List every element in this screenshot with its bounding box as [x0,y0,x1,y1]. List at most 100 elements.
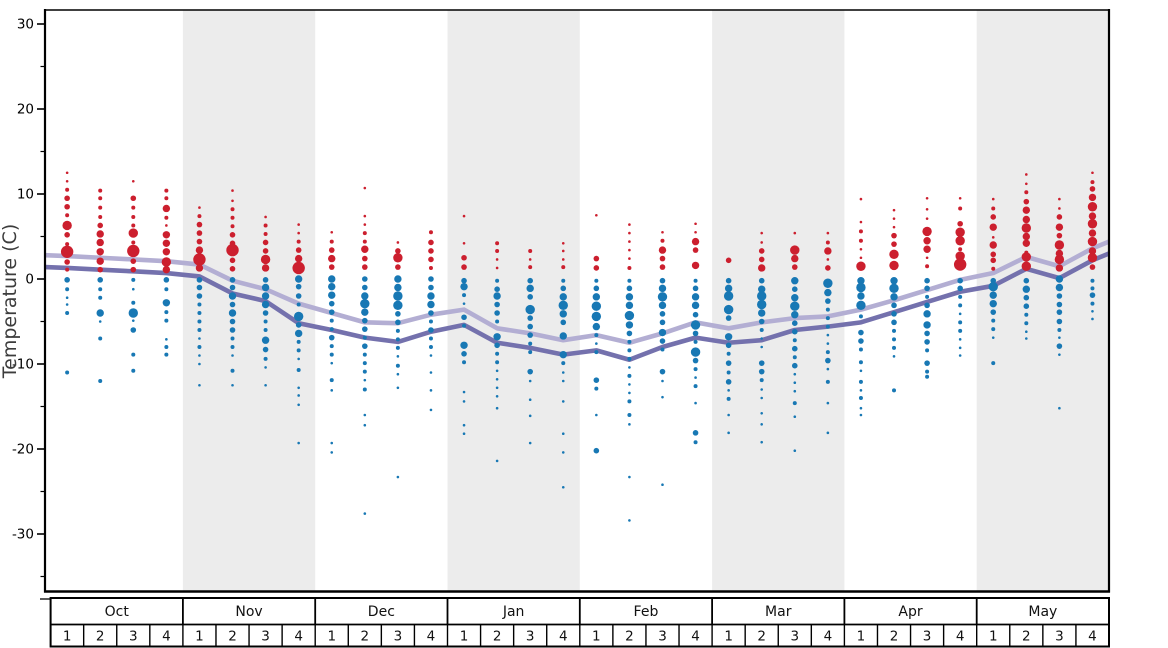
below-freezing-dot [727,431,730,435]
below-freezing-dot [659,277,666,284]
week-label: 3 [261,629,270,645]
below-freezing-dot [494,286,500,293]
month-label: Apr [898,604,922,620]
above-freezing-dot [953,258,967,271]
below-freezing-dot [164,352,169,357]
above-freezing-dot [130,258,137,264]
below-freezing-dot [793,372,797,376]
below-freezing-dot [988,281,998,292]
month-band [976,10,1109,592]
below-freezing-dot [759,328,764,332]
week-label: 4 [824,629,833,645]
below-freezing-dot [791,328,798,335]
above-freezing-dot [1022,206,1031,214]
above-freezing-dot [64,232,70,238]
below-freezing-dot [428,276,434,282]
y-axis-title: Temperature (C) [0,224,21,380]
below-freezing-dot [628,519,631,522]
below-freezing-dot [428,319,433,324]
below-freezing-dot [958,303,963,308]
month-label: Mar [765,604,792,620]
above-freezing-dot [162,204,171,213]
below-freezing-dot [758,285,766,293]
above-freezing-dot [660,238,665,243]
below-freezing-dot [892,337,897,342]
below-freezing-dot [659,319,666,326]
week-label: 1 [592,629,601,645]
above-freezing-dot [958,196,962,200]
below-freezing-dot [627,348,632,353]
below-freezing-dot [628,366,631,369]
below-freezing-dot [362,284,368,291]
month-label: Nov [235,604,262,620]
below-freezing-dot [958,346,962,350]
above-freezing-dot [593,255,600,262]
below-freezing-dot [528,341,533,346]
below-freezing-dot [857,277,865,285]
below-freezing-dot [65,296,69,300]
above-freezing-dot [760,241,764,244]
above-freezing-dot [428,230,433,235]
y-tick-label: -20 [12,442,34,458]
above-freezing-dot [428,239,434,246]
below-freezing-dot [693,367,698,372]
below-freezing-dot [294,329,303,338]
below-freezing-dot [659,311,666,317]
above-freezing-dot [229,257,236,264]
below-freezing-dot [427,300,435,309]
above-freezing-dot [1023,198,1030,205]
above-freezing-dot [263,231,268,236]
below-freezing-dot [659,368,666,375]
above-freezing-dot [230,215,235,220]
below-freezing-dot [624,310,635,321]
below-freezing-dot [693,440,698,445]
week-label: 4 [956,629,965,645]
below-freezing-dot [726,370,731,375]
below-freezing-dot [230,368,235,373]
below-freezing-dot [793,389,797,393]
below-freezing-dot [593,285,600,292]
below-freezing-dot [228,292,237,300]
below-freezing-dot [64,277,70,283]
above-freezing-dot [1055,264,1064,272]
below-freezing-dot [1090,301,1095,306]
below-freezing-dot [958,320,963,325]
above-freezing-dot [98,188,103,193]
below-freezing-dot [493,292,501,300]
above-freezing-dot [891,232,897,239]
above-freezing-dot [96,257,104,265]
week-label: 3 [129,629,138,645]
below-freezing-dot [892,388,897,393]
below-freezing-dot [1058,353,1061,356]
below-freezing-dot [628,391,631,395]
above-freezing-dot [395,248,401,254]
below-freezing-dot [429,354,433,357]
month-label: Jan [502,604,525,620]
above-freezing-dot [826,231,830,235]
below-freezing-dot [727,413,730,417]
below-freezing-dot [196,284,203,291]
below-freezing-dot [394,283,402,292]
week-label: 4 [691,629,700,645]
below-freezing-dot [165,338,168,341]
below-freezing-dot [495,406,499,410]
below-freezing-dot [164,287,169,292]
above-freezing-dot [330,230,334,234]
below-freezing-dot [991,318,996,323]
above-freezing-dot [363,186,367,190]
above-freezing-dot [889,249,899,260]
below-freezing-dot [460,282,468,291]
below-freezing-dot [758,318,765,325]
below-freezing-dot [362,317,368,324]
week-label: 2 [1022,629,1031,645]
above-freezing-dot [1022,239,1031,247]
below-freezing-dot [328,300,335,307]
below-freezing-dot [889,283,899,294]
below-freezing-dot [627,356,632,361]
above-freezing-dot [955,227,965,237]
below-freezing-dot [561,379,565,383]
above-freezing-dot [495,258,499,261]
above-freezing-dot [528,248,533,253]
below-freezing-dot [691,301,700,310]
